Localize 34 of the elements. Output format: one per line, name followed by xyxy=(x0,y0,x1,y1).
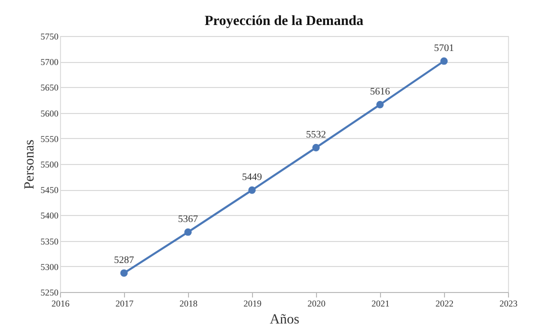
x-tick-label: 2020 xyxy=(308,298,326,308)
point xyxy=(440,57,448,65)
data-label: 5287 xyxy=(114,255,134,266)
x-axis-title: Años xyxy=(270,312,300,328)
y-tick-label: 5400 xyxy=(40,210,59,221)
data-label: 5616 xyxy=(370,86,390,98)
x-tick-label: 2019 xyxy=(244,298,262,308)
x-tick-label: 2018 xyxy=(180,298,198,308)
data-label: 5532 xyxy=(306,130,326,141)
x-tick-label: 2017 xyxy=(116,298,134,308)
y-tick-label: 5350 xyxy=(40,236,59,246)
y-tick-label: 5300 xyxy=(40,262,59,272)
y-tick-label: 5700 xyxy=(40,57,59,68)
chart-title: Proyección de la Demanda xyxy=(204,14,364,29)
y-tick-label: 5750 xyxy=(40,32,59,42)
y-tick-label: 5600 xyxy=(40,108,59,118)
point xyxy=(120,269,128,277)
x-tick-label: 2022 xyxy=(436,298,454,308)
data-label: 5367 xyxy=(178,214,198,226)
point xyxy=(312,144,320,152)
y-tick-label: 5450 xyxy=(40,185,59,196)
y-axis-title: Personas xyxy=(22,140,38,190)
point xyxy=(248,186,256,194)
point xyxy=(184,228,192,236)
y-tick-label: 5500 xyxy=(40,160,59,170)
x-tick-label: 2023 xyxy=(500,298,518,308)
point xyxy=(376,100,384,108)
data-label: 5701 xyxy=(434,43,454,54)
y-tick-label: 5650 xyxy=(40,82,59,93)
data-label: 5449 xyxy=(242,172,262,184)
x-tick-label: 2016 xyxy=(52,298,70,308)
x-tick-label: 2021 xyxy=(372,298,390,308)
y-tick-label: 5250 xyxy=(40,288,59,298)
y-tick-label: 5550 xyxy=(40,134,59,144)
